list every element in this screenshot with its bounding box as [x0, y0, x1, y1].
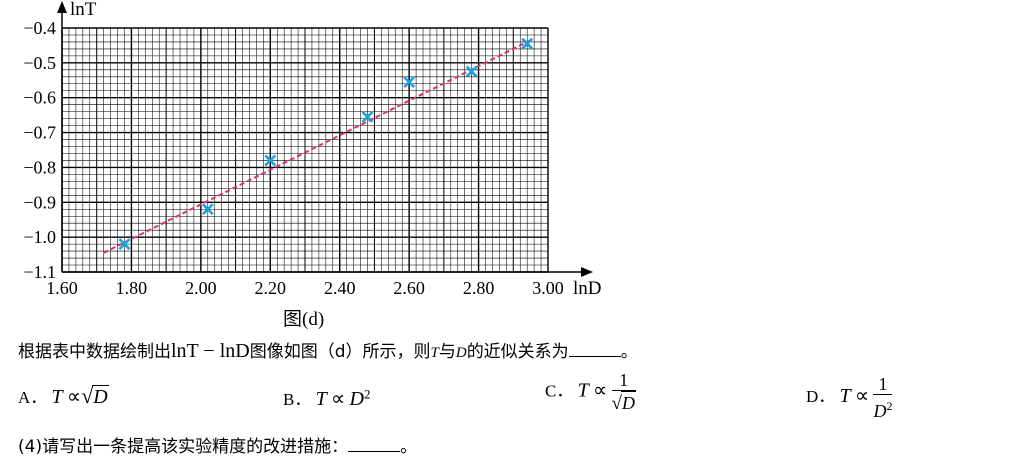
answer-blank[interactable]	[568, 342, 621, 357]
x-tick-label: 2.20	[255, 278, 287, 298]
x-axis-arrow	[581, 267, 593, 277]
y-tick-label: −0.4	[23, 18, 56, 38]
y-tick-label: −0.6	[23, 88, 56, 108]
option-a-t: T	[51, 386, 63, 408]
marker-stroke	[521, 37, 534, 50]
option-a[interactable]: A． T ∝√D	[18, 383, 109, 409]
chart-tick-labels: 1.60 1.80 2.00 2.20 2.40 2.60 2.80 3.00 −0.4 −0.5…	[23, 18, 563, 298]
option-c-prop: ∝	[592, 379, 608, 402]
y-tick-label: −1.1	[23, 262, 56, 282]
option-d-fraction: 1 D2	[873, 374, 893, 422]
option-d-numerator: 1	[873, 374, 893, 395]
option-b-label: B．	[283, 390, 312, 409]
question-math: lnT − lnD	[171, 340, 250, 362]
marker-stroke	[118, 238, 131, 251]
question-var-t: T	[430, 345, 439, 361]
question-var-d: D	[455, 345, 467, 361]
marker-stroke	[201, 203, 214, 216]
option-a-radical: √	[81, 383, 94, 408]
marker-stroke	[264, 154, 277, 167]
y-tick-label: −0.8	[23, 157, 56, 177]
data-point-marker	[465, 65, 478, 78]
option-b-prop: ∝	[330, 388, 346, 410]
option-d-t: T	[839, 384, 851, 407]
x-tick-label: 2.40	[324, 278, 356, 298]
x-tick-label: 2.00	[185, 278, 217, 298]
data-point-marker	[521, 37, 534, 50]
y-tick-label: −0.9	[23, 192, 56, 212]
y-tick-label: −1.0	[23, 227, 56, 247]
x-tick-label: 2.80	[463, 278, 495, 298]
question-text: 根据表中数据绘制出lnT − lnD图像如图（d）所示，则T与D的近似关系为 。	[18, 337, 638, 363]
data-point-marker	[118, 238, 131, 251]
question-text-before: 根据表中数据绘制出	[18, 342, 171, 362]
chart-axes	[57, 1, 593, 277]
x-tick-label: 3.00	[532, 278, 564, 298]
option-d[interactable]: D． T ∝ 1 D2	[806, 374, 893, 422]
option-c-label: C．	[545, 381, 574, 401]
x-axis-label: lnD	[573, 278, 602, 299]
option-c-d: D	[620, 391, 636, 413]
figure-caption: 图(d)	[283, 309, 325, 330]
option-d-label: D．	[806, 386, 836, 406]
question-end: 。	[620, 342, 638, 362]
option-b-exp: 2	[363, 386, 371, 402]
lnT-lnD-chart: 1.60 1.80 2.00 2.20 2.40 2.60 2.80 3.00 −0.4 −0.5…	[23, 0, 602, 299]
option-b-t: T	[315, 388, 327, 410]
question-text-and: 与	[438, 342, 456, 362]
option-c-radical: √	[611, 393, 622, 414]
x-tick-label: 1.80	[116, 278, 148, 298]
option-d-denominator: D2	[873, 395, 892, 422]
option-d-d: D	[873, 401, 887, 421]
data-point-marker	[264, 154, 277, 167]
question-4-end: 。	[400, 437, 418, 457]
option-a-label: A．	[18, 388, 48, 407]
data-point-marker	[403, 76, 416, 88]
option-c[interactable]: C． T ∝ 1 √D	[545, 370, 636, 415]
y-tick-label: −0.7	[23, 123, 56, 143]
y-tick-label: −0.5	[23, 53, 56, 73]
option-b-d: D	[349, 388, 364, 410]
question-4-blank[interactable]	[348, 437, 401, 452]
data-point-marker	[361, 110, 374, 123]
question-4: (4)请写出一条提高该实验精度的改进措施： 。	[18, 432, 417, 457]
option-c-t: T	[577, 379, 589, 402]
question-text-after: 的近似关系为	[466, 342, 569, 362]
option-c-denominator: √D	[612, 391, 636, 415]
question-4-text: (4)请写出一条提高该实验精度的改进措施：	[18, 437, 349, 457]
option-a-d: D	[92, 385, 109, 408]
option-c-fraction: 1 √D	[611, 370, 636, 415]
option-a-prop: ∝	[66, 386, 82, 408]
marker-stroke	[361, 110, 374, 123]
data-point-marker	[201, 203, 214, 216]
option-c-numerator: 1	[611, 370, 636, 391]
marker-stroke	[465, 65, 478, 78]
y-axis-arrow	[57, 1, 67, 13]
option-d-prop: ∝	[854, 384, 870, 407]
option-b[interactable]: B． T ∝ D2	[283, 385, 370, 411]
x-tick-label: 1.60	[46, 278, 78, 298]
question-text-mid: 图像如图（d）所示，则	[249, 342, 431, 362]
x-tick-label: 2.60	[393, 278, 425, 298]
option-d-exp: 2	[886, 399, 893, 413]
marker-stroke	[403, 76, 416, 88]
y-axis-label: lnT	[70, 0, 97, 20]
data-points	[118, 37, 534, 251]
chart-grid	[61, 27, 549, 273]
